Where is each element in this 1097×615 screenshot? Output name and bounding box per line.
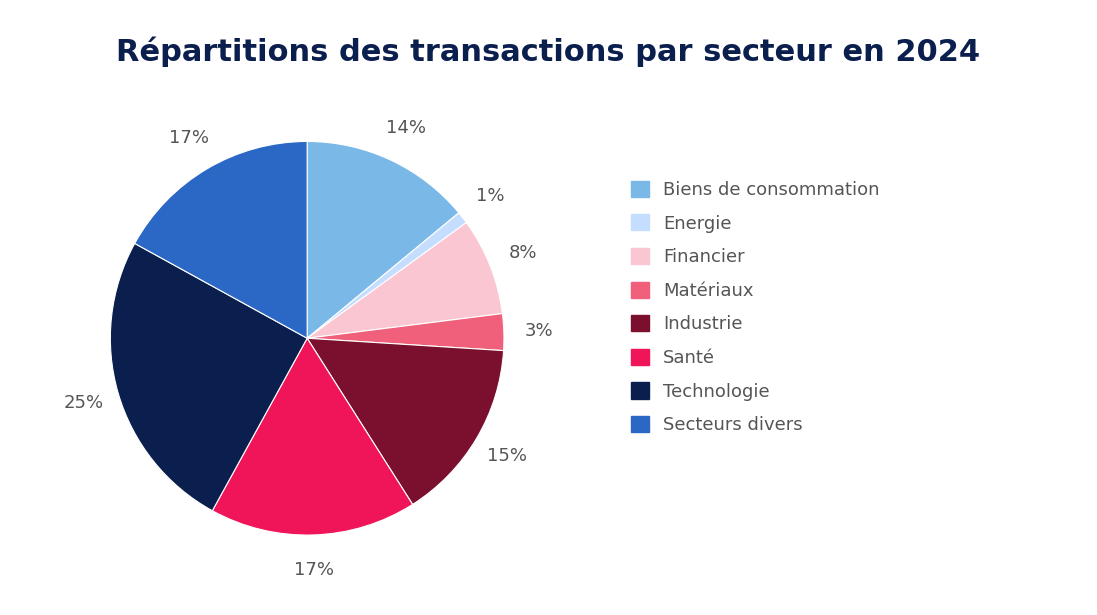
Text: 17%: 17%: [294, 561, 335, 579]
Legend: Biens de consommation, Energie, Financier, Matériaux, Industrie, Santé, Technolo: Biens de consommation, Energie, Financie…: [623, 173, 886, 442]
Text: 25%: 25%: [64, 394, 104, 412]
Wedge shape: [307, 314, 504, 351]
Text: Répartitions des transactions par secteur en 2024: Répartitions des transactions par secteu…: [116, 37, 981, 68]
Text: 8%: 8%: [509, 244, 538, 262]
Text: 17%: 17%: [169, 129, 208, 148]
Text: 3%: 3%: [525, 322, 554, 340]
Wedge shape: [213, 338, 412, 535]
Text: 15%: 15%: [487, 448, 527, 466]
Wedge shape: [307, 141, 459, 338]
Wedge shape: [307, 223, 502, 338]
Wedge shape: [307, 213, 466, 338]
Wedge shape: [307, 338, 504, 504]
Wedge shape: [135, 141, 307, 338]
Text: 1%: 1%: [476, 187, 505, 205]
Wedge shape: [111, 244, 307, 510]
Text: 14%: 14%: [386, 119, 426, 137]
